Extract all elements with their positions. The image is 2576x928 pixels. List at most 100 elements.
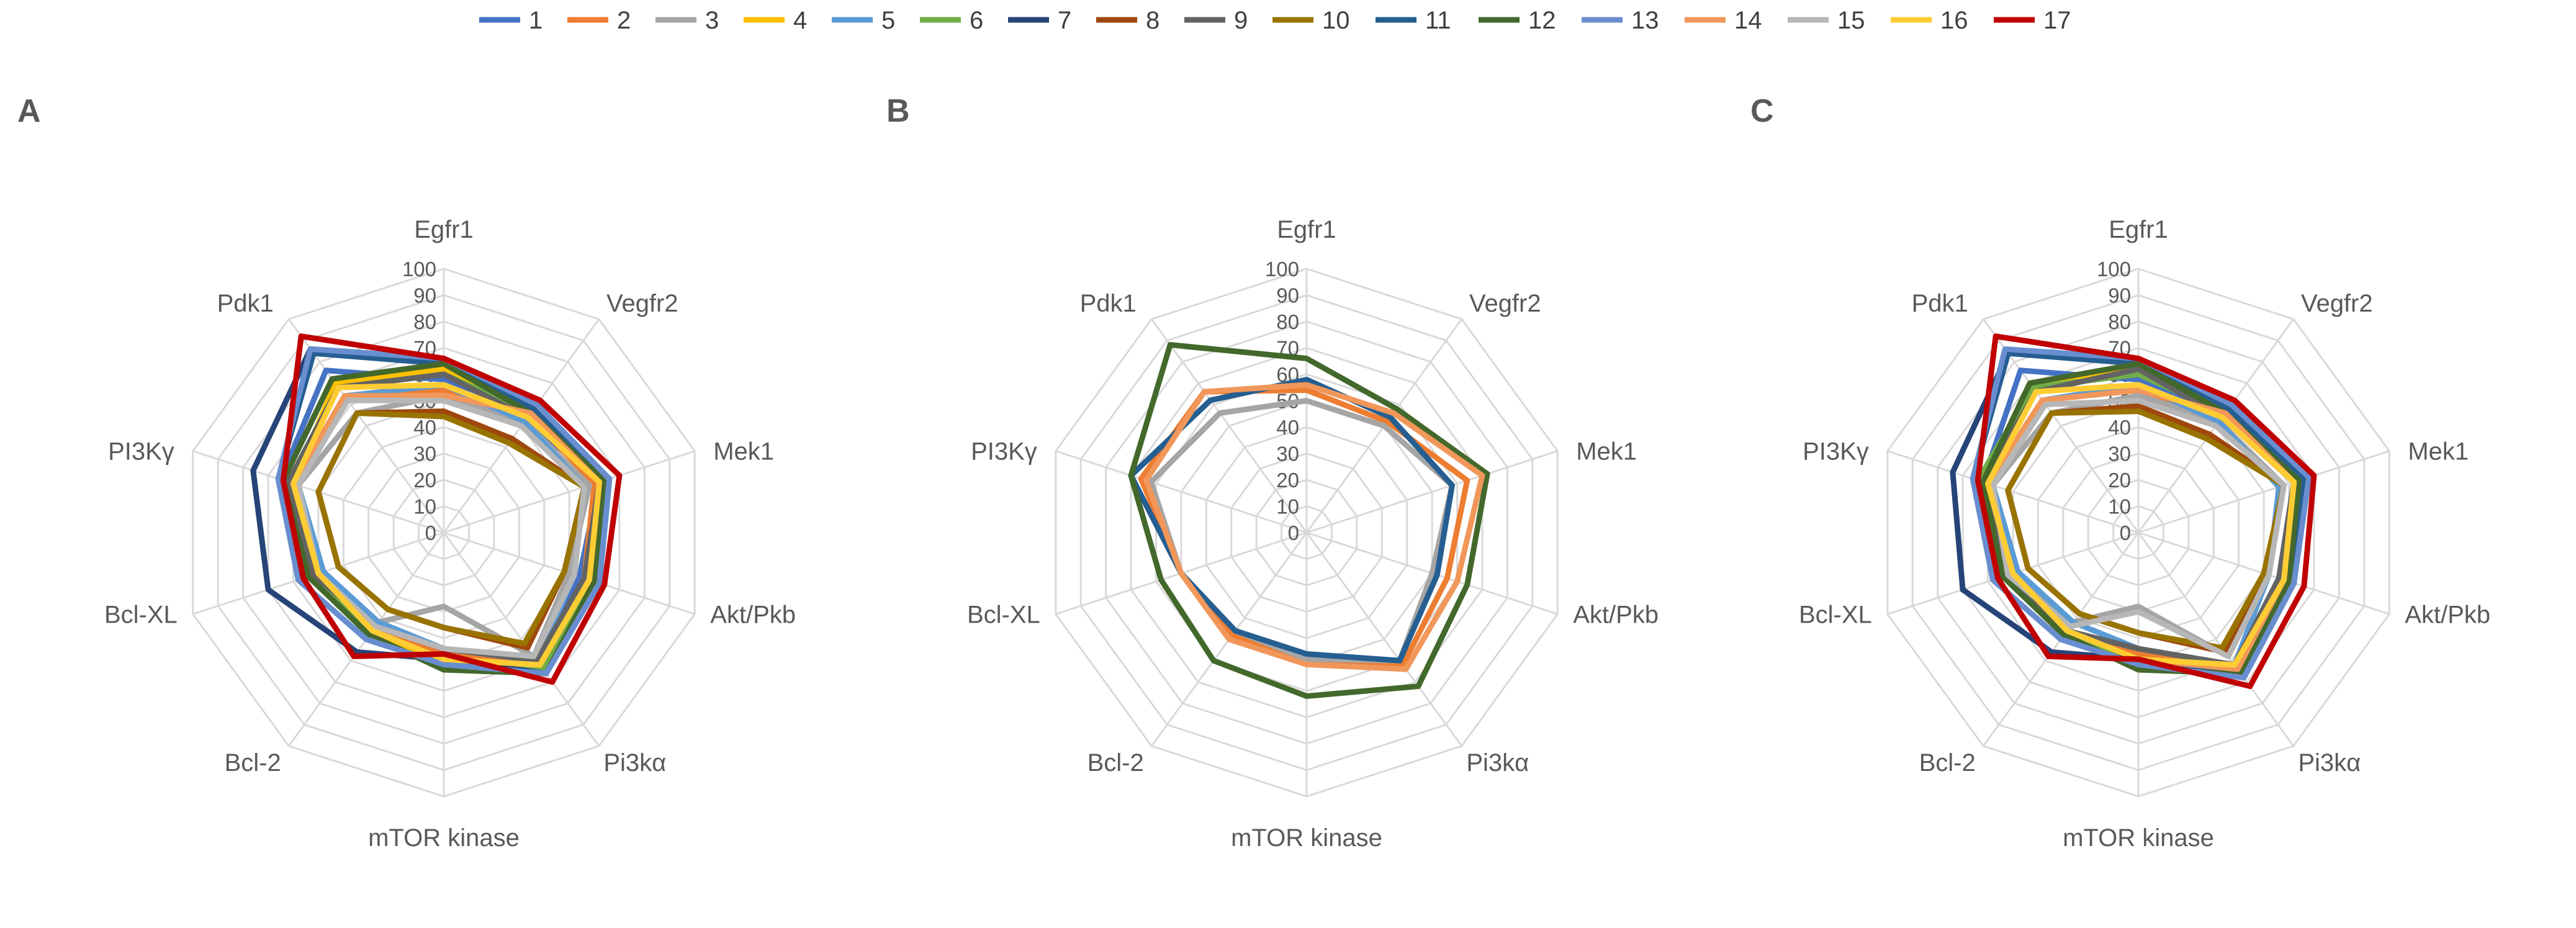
axis-label-akt-pkb: Akt/Pkb <box>1573 601 1659 628</box>
grid-spoke <box>1887 450 2139 534</box>
panel-letter-b: B <box>886 93 910 129</box>
axis-label-akt-pkb: Akt/Pkb <box>2405 601 2490 628</box>
legend-item-3: 3 <box>655 7 719 34</box>
legend-item-7: 7 <box>1008 7 1071 34</box>
legend-item-11: 11 <box>1376 7 1451 34</box>
axis-label-pi3k: Pi3kα <box>2298 749 2361 777</box>
grid-spoke <box>1305 532 1463 747</box>
legend-item-5: 5 <box>832 7 895 34</box>
grid-spoke <box>2138 450 2390 534</box>
grid-spoke <box>1055 450 1307 534</box>
legend-label: 8 <box>1146 7 1160 34</box>
axis-label-vegfr2: Vegfr2 <box>2301 290 2373 317</box>
axis-label-mtor-kinase: mTOR kinase <box>368 824 520 852</box>
category-labels: Egfr1 Vegfr2 Mek1 Akt/Pkb Pi3kα mTOR kinase Bc… <box>104 216 796 852</box>
axis-label-pi3k: PI3Kγ <box>971 438 1037 466</box>
legend-label: 13 <box>1631 7 1659 34</box>
axis-label-mek1: Mek1 <box>2408 438 2469 466</box>
axis-label-mek1: Mek1 <box>1576 438 1637 466</box>
axis-label-pdk1: Pdk1 <box>217 290 274 317</box>
legend-item-14: 14 <box>1685 7 1762 34</box>
legend-label: 9 <box>1234 7 1248 34</box>
axis-label-bcl-2: Bcl-2 <box>1088 749 1144 777</box>
category-labels: Egfr1 Vegfr2 Mek1 Akt/Pkb Pi3kα mTOR kinase Bc… <box>967 216 1659 852</box>
tick-label: 10 <box>2108 495 2131 518</box>
tick-label: 40 <box>1276 416 1299 439</box>
series-line-17 <box>1975 333 2317 690</box>
series-lines <box>250 333 623 685</box>
tick-label: 0 <box>1288 521 1299 544</box>
tick-label: 20 <box>413 469 436 492</box>
tick-label: 30 <box>413 443 436 466</box>
series-line-12 <box>280 361 608 677</box>
legend-label: 7 <box>1058 7 1071 34</box>
axis-label-akt-pkb: Akt/Pkb <box>710 601 796 628</box>
legend-item-15: 15 <box>1788 7 1865 34</box>
grid-spoke <box>2137 532 2295 747</box>
tick-label: 100 <box>2097 258 2131 281</box>
axis-label-mtor-kinase: mTOR kinase <box>1231 824 1382 852</box>
axis-label-pi3k: PI3Kγ <box>1803 438 1869 466</box>
tick-label: 20 <box>1276 469 1299 492</box>
axis-label-bcl-2: Bcl-2 <box>225 749 281 777</box>
legend-label: 14 <box>1734 7 1762 34</box>
series-line-10 <box>2005 408 2287 651</box>
axis-label-pi3k: PI3Kγ <box>108 438 174 466</box>
series-line-10 <box>315 410 587 647</box>
axis-label-pdk1: Pdk1 <box>1912 290 1968 317</box>
tick-label: 10 <box>413 495 436 518</box>
legend-item-6: 6 <box>920 7 983 34</box>
legend-item-12: 12 <box>1479 7 1556 34</box>
panel-letter-c: C <box>1750 93 1774 129</box>
tick-label: 90 <box>2108 284 2131 307</box>
series-line-17 <box>280 333 623 685</box>
grid-spoke <box>1306 450 1558 534</box>
legend-label: 17 <box>2043 7 2071 34</box>
grid-spoke <box>443 450 695 534</box>
tick-label: 90 <box>1276 284 1299 307</box>
legend-label: 1 <box>529 7 543 34</box>
axis-label-egfr1: Egfr1 <box>414 216 474 243</box>
series-line-12 <box>1979 361 2302 677</box>
tick-label: 0 <box>425 521 436 544</box>
category-labels: Egfr1 Vegfr2 Mek1 Akt/Pkb Pi3kα mTOR kinase Bc… <box>1799 216 2490 852</box>
radar-panel-b: B 0102030405060708090100Egfr1Vegfr2Mek1A… <box>886 93 1659 852</box>
series-line-16 <box>290 382 603 668</box>
series-line-3 <box>295 392 592 659</box>
legend-item-10: 10 <box>1272 7 1350 34</box>
tick-label: 80 <box>2108 310 2131 333</box>
axis-label-bcl-xl: Bcl-XL <box>104 601 178 628</box>
axis-label-vegfr2: Vegfr2 <box>606 290 678 317</box>
legend-label: 2 <box>617 7 631 34</box>
tick-label: 30 <box>1276 443 1299 466</box>
axis-label-bcl-xl: Bcl-XL <box>1799 601 1872 628</box>
legend: 1 2 3 4 5 6 7 8 9 10 11 12 13 14 15 16 17 <box>479 7 2071 34</box>
legend-label: 12 <box>1528 7 1556 34</box>
grid-spoke <box>443 532 600 747</box>
axis-label-egfr1: Egfr1 <box>2109 216 2168 243</box>
series-line-14 <box>1143 382 1485 672</box>
series-line-15 <box>295 397 587 659</box>
legend-label: 4 <box>793 7 807 34</box>
tick-label: 80 <box>413 310 436 333</box>
legend-item-9: 9 <box>1184 7 1248 34</box>
axis-label-egfr1: Egfr1 <box>1277 216 1336 243</box>
radar-grid <box>192 268 696 798</box>
axis-label-pi3k: Pi3kα <box>603 749 666 777</box>
tick-label: 40 <box>413 416 436 439</box>
legend-item-4: 4 <box>744 7 807 34</box>
axis-label-mek1: Mek1 <box>713 438 774 466</box>
tick-label: 30 <box>2108 443 2131 466</box>
axis-label-pdk1: Pdk1 <box>1080 290 1137 317</box>
legend-item-2: 2 <box>567 7 631 34</box>
panel-letter-a: A <box>17 93 41 129</box>
series-line-11 <box>1128 377 1455 664</box>
radar-panel-c: C 0102030405060708090100Egfr1Vegfr2Mek1A… <box>1750 93 2490 852</box>
axis-label-bcl-2: Bcl-2 <box>1919 749 1976 777</box>
axis-label-pi3k: Pi3kα <box>1466 749 1529 777</box>
legend-label: 5 <box>881 7 895 34</box>
tick-label: 20 <box>2108 469 2131 492</box>
